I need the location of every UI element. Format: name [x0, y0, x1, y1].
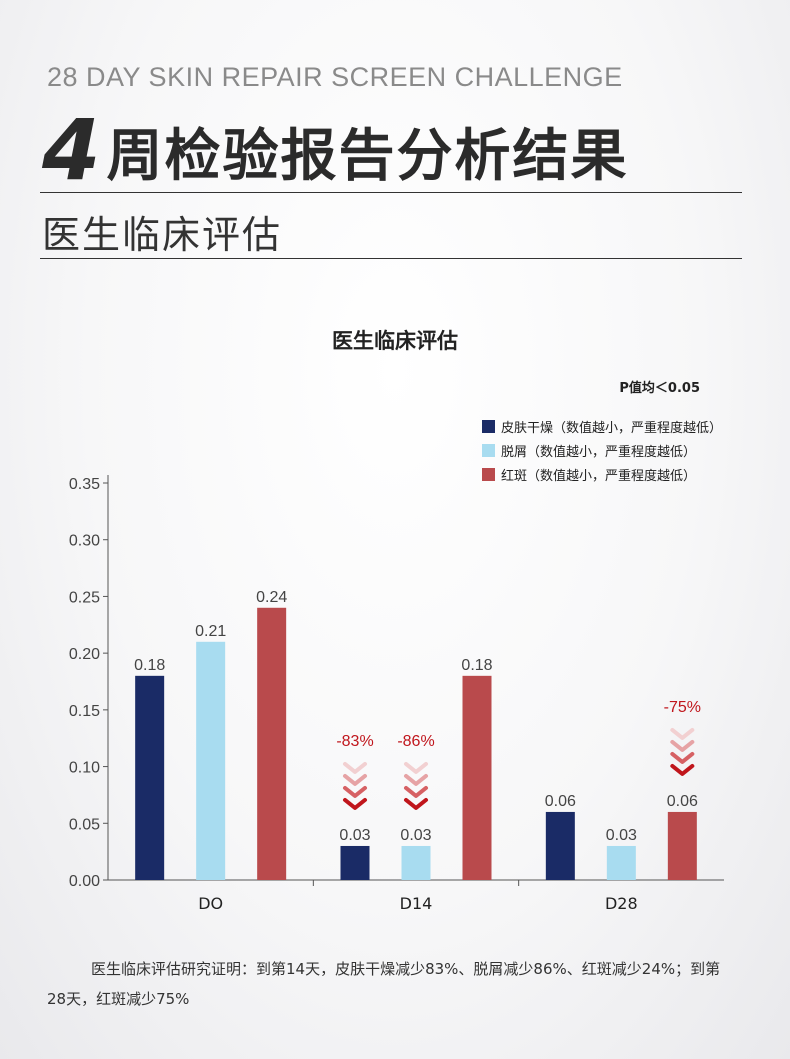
decrease-chevron: [670, 763, 695, 776]
legend-swatch-dryness: [482, 419, 495, 433]
bar-2-1: [462, 675, 492, 880]
bar-0-1: [340, 845, 370, 880]
page-subtitle: 医生临床评估: [42, 213, 283, 257]
legend-item-dryness: 皮肤干燥（数值越小，严重程度越低）: [482, 414, 722, 438]
data-label: 0.06: [667, 793, 698, 810]
week-number: 4: [42, 101, 101, 199]
y-tick-label: 0.05: [69, 816, 100, 833]
data-label: 0.24: [256, 589, 287, 606]
divider-bottom: [40, 258, 742, 259]
data-label: 0.21: [195, 623, 226, 640]
bar-2-0: [257, 607, 287, 880]
data-label: 0.03: [606, 827, 637, 844]
p-value-note: P值均＜0.05: [619, 381, 700, 396]
data-label: 0.18: [461, 657, 492, 674]
decrease-chevron: [670, 751, 695, 764]
chart-legend: 皮肤干燥（数值越小，严重程度越低） 脱屑（数值越小，严重程度越低） 红斑（数值越…: [482, 414, 722, 486]
legend-item-scaling: 脱屑（数值越小，严重程度越低）: [482, 438, 722, 462]
legend-swatch-scaling: [482, 443, 495, 457]
headline: 4 周检验报告分析结果: [42, 108, 742, 192]
y-tick-label: 0.20: [69, 646, 100, 663]
decrease-chevron: [343, 773, 367, 786]
divider-top: [40, 192, 742, 193]
x-category-label: DO: [198, 894, 223, 913]
legend-item-erythema: 红斑（数值越小，严重程度越低）: [482, 462, 722, 486]
x-category-label: D14: [400, 894, 433, 913]
bar-2-2: [667, 811, 697, 880]
legend-swatch-erythema: [482, 467, 495, 481]
bar-1-0: [196, 641, 226, 880]
decrease-chevron: [343, 797, 367, 810]
bar-0-0: [135, 675, 165, 880]
decrease-chevron: [670, 739, 695, 752]
decrease-chevron: [343, 785, 367, 798]
eyebrow-text: 28 DAY SKIN REPAIR SCREEN CHALLENGE: [47, 62, 623, 92]
bar-1-2: [606, 845, 636, 880]
week-title: 周检验报告分析结果: [106, 124, 629, 189]
data-label: 0.06: [545, 793, 576, 810]
decrease-chevron: [404, 773, 428, 786]
decrease-chevron: [404, 797, 428, 810]
data-label: 0.18: [134, 657, 165, 674]
y-tick-label: 0.00: [69, 873, 100, 890]
decrease-chevron: [670, 727, 695, 740]
decrease-chevron: [343, 761, 367, 774]
decrease-chevron: [404, 785, 428, 798]
chart-title: 医生临床评估: [332, 329, 458, 353]
bar-chart: 0.00 0.05 0.10 0.15 0.20 0.25 0.30 0.35 DO 0.18 0.…: [69, 475, 724, 913]
bar-0-2: [545, 811, 575, 880]
decrease-chevron: [404, 761, 428, 774]
y-tick-label: 0.15: [69, 703, 100, 720]
y-tick-label: 0.35: [69, 476, 100, 493]
legend-label-dryness: 皮肤干燥（数值越小，严重程度越低）: [501, 420, 723, 436]
decrease-annotation: -86%: [397, 733, 434, 750]
y-tick-label: 0.25: [69, 589, 100, 606]
data-label: 0.03: [339, 827, 370, 844]
x-category-label: D28: [605, 894, 638, 913]
decrease-annotation: -83%: [336, 733, 373, 750]
footer-summary: 医生临床评估研究证明：到第14天，皮肤干燥减少83%、脱屑减少86%、红斑减少2…: [47, 960, 721, 1008]
y-tick-label: 0.10: [69, 760, 100, 777]
bar-1-1: [401, 845, 431, 880]
data-label: 0.03: [400, 827, 431, 844]
legend-label-erythema: 红斑（数值越小，严重程度越低）: [501, 468, 697, 484]
y-tick-label: 0.30: [69, 533, 100, 550]
decrease-annotation: -75%: [664, 699, 701, 716]
legend-label-scaling: 脱屑（数值越小，严重程度越低）: [501, 444, 697, 460]
